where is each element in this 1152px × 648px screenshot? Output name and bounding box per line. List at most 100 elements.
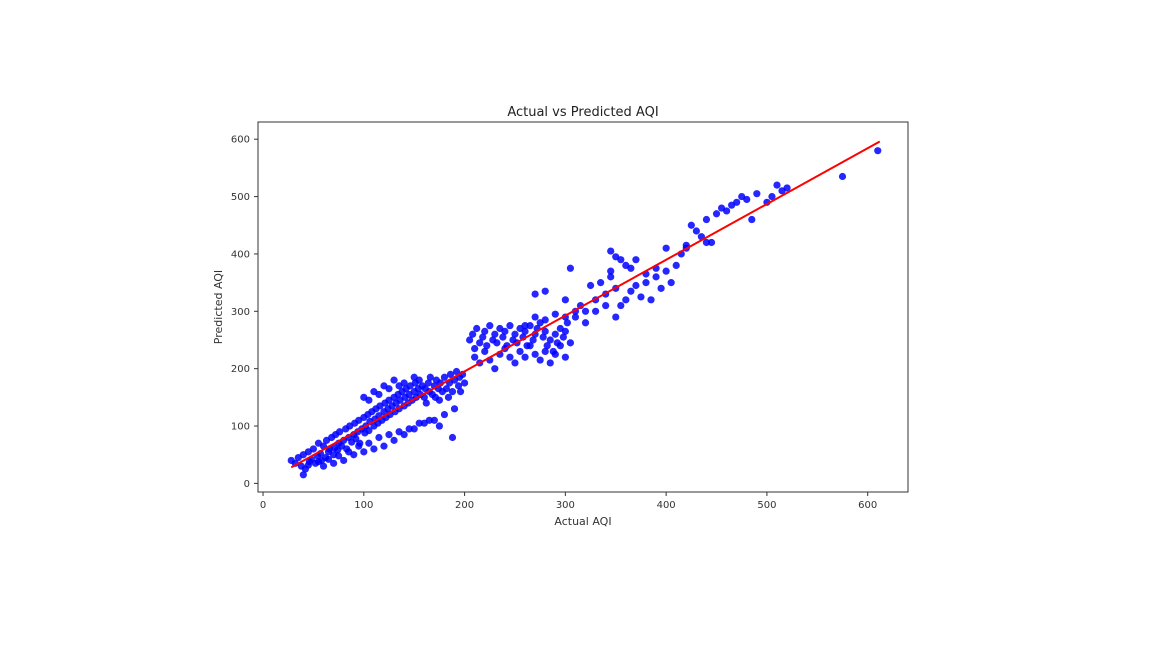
scatter-point bbox=[526, 322, 534, 330]
scatter-point bbox=[662, 267, 670, 275]
scatter-point bbox=[355, 442, 363, 450]
y-axis-label: Predicted AQI bbox=[212, 270, 225, 344]
scatter-point bbox=[556, 342, 564, 350]
scatter-point bbox=[637, 293, 645, 301]
scatter-point bbox=[483, 342, 491, 350]
scatter-point bbox=[597, 279, 605, 287]
scatter-point bbox=[561, 327, 569, 335]
scatter-point bbox=[448, 388, 457, 396]
y-tick-label: 200 bbox=[231, 364, 250, 375]
scatter-point bbox=[602, 301, 610, 310]
x-tick-label: 200 bbox=[455, 500, 474, 511]
scatter-point bbox=[493, 339, 501, 347]
scatter-point bbox=[627, 264, 635, 272]
scatter-point bbox=[479, 333, 487, 341]
x-axis: 0 100 200 300 400 500 600 bbox=[260, 492, 877, 511]
scatter-point bbox=[370, 445, 378, 453]
scatter-point bbox=[446, 370, 455, 379]
scatter-point bbox=[440, 373, 449, 381]
scatter-point bbox=[702, 215, 711, 224]
scatter-point bbox=[561, 353, 569, 361]
scatter-point bbox=[314, 457, 323, 466]
scatter-point bbox=[390, 436, 398, 444]
scatter-point bbox=[390, 376, 398, 384]
scatter-point bbox=[415, 419, 423, 427]
scatter-point bbox=[410, 425, 418, 433]
scatter-point bbox=[662, 244, 670, 252]
scatter-point bbox=[702, 238, 711, 247]
scatter-point bbox=[627, 287, 635, 295]
scatter-point bbox=[612, 313, 620, 321]
x-tick-label: 0 bbox=[260, 500, 266, 511]
scatter-point bbox=[471, 344, 479, 353]
scatter-point bbox=[874, 147, 882, 155]
scatter-point bbox=[304, 461, 312, 469]
scatter-point bbox=[707, 238, 716, 247]
plot-frame bbox=[257, 121, 909, 493]
scatter-point bbox=[672, 261, 680, 270]
scatter-point bbox=[526, 342, 534, 350]
scatter-point bbox=[456, 388, 465, 396]
scatter-point bbox=[559, 333, 567, 341]
scatter-point bbox=[435, 422, 443, 430]
scatter-point bbox=[405, 425, 413, 433]
scatter-point bbox=[622, 296, 630, 304]
x-tick-label: 600 bbox=[858, 500, 877, 511]
scatter-point bbox=[481, 327, 489, 335]
scatter-point bbox=[491, 330, 499, 338]
scatter-point bbox=[365, 439, 373, 447]
scatter-point bbox=[783, 184, 791, 192]
y-axis: 0 100 200 300 400 500 600 bbox=[231, 135, 258, 490]
scatter-point bbox=[531, 290, 539, 298]
fit-line bbox=[290, 140, 881, 469]
scatter-point bbox=[425, 416, 433, 424]
scatter-point bbox=[424, 379, 432, 387]
scatter-point bbox=[617, 256, 625, 264]
scatter-point bbox=[426, 373, 434, 381]
scatter-point bbox=[375, 433, 383, 442]
scatter-point bbox=[506, 322, 514, 330]
scatter-point bbox=[536, 356, 544, 364]
scatter-point bbox=[591, 307, 600, 315]
scatter-point bbox=[563, 319, 571, 327]
y-tick-label: 400 bbox=[231, 249, 250, 260]
scatter-point bbox=[380, 442, 388, 450]
scatter-point bbox=[541, 347, 549, 356]
scatter-point bbox=[561, 296, 569, 304]
scatter-point bbox=[299, 471, 307, 479]
scatter-point bbox=[511, 359, 519, 367]
scatter-point bbox=[452, 367, 461, 376]
scatter-point bbox=[329, 459, 338, 467]
scatter-point bbox=[607, 273, 615, 281]
scatter-point bbox=[448, 433, 457, 442]
scatter-point bbox=[607, 267, 615, 275]
scatter-point bbox=[422, 399, 430, 407]
scatter-point bbox=[486, 322, 494, 330]
scatter-point bbox=[430, 416, 438, 424]
scatter-point bbox=[712, 210, 721, 218]
scatter-point bbox=[692, 227, 700, 235]
scatter-point bbox=[324, 455, 333, 463]
scatter-point bbox=[571, 313, 580, 321]
scatter-point bbox=[657, 284, 665, 292]
scatter-point bbox=[607, 247, 615, 255]
x-tick-label: 500 bbox=[757, 500, 776, 511]
scatter-point bbox=[450, 405, 459, 413]
scatter-point bbox=[733, 198, 741, 206]
scatter-point bbox=[309, 445, 318, 453]
scatter-point bbox=[365, 396, 373, 404]
scatter-point bbox=[442, 385, 451, 393]
scatter-point bbox=[632, 256, 640, 264]
scatter-point bbox=[506, 353, 514, 361]
scatter-point bbox=[541, 316, 549, 324]
scatter-point bbox=[435, 396, 443, 404]
scatter-point bbox=[773, 181, 781, 189]
scatter-point bbox=[529, 336, 537, 344]
scatter-point bbox=[541, 287, 549, 295]
scatter-point bbox=[365, 427, 373, 435]
scatter-point bbox=[335, 452, 343, 460]
scatter-point bbox=[551, 310, 559, 318]
scatter-point bbox=[566, 339, 575, 347]
